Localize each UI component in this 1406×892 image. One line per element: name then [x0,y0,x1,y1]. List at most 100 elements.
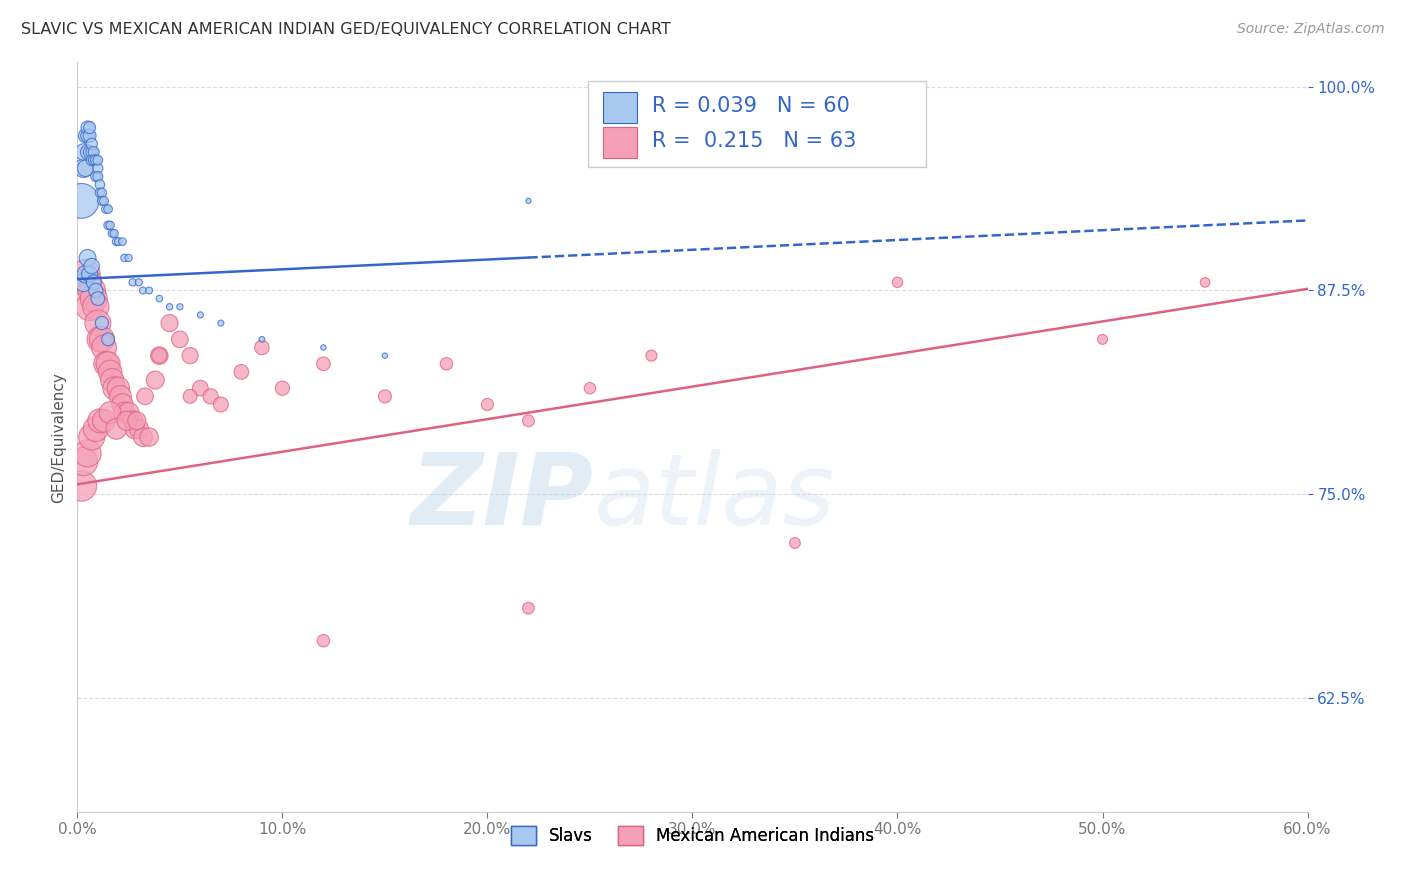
Point [436,357,458,371]
Point [117,251,139,265]
Point [1194,276,1216,290]
Point [76,128,98,143]
Point [107,235,129,249]
Point [134,389,156,403]
Point [115,414,138,428]
Point [80,284,103,298]
Text: R =  0.215   N = 63: R = 0.215 N = 63 [652,131,856,151]
Text: Source: ZipAtlas.com: Source: ZipAtlas.com [1237,22,1385,37]
Point [75,267,97,281]
Point [179,349,201,363]
Text: R = 0.039   N = 60: R = 0.039 N = 60 [652,95,849,116]
Point [128,422,150,436]
Point [107,381,129,395]
Point [477,397,499,411]
FancyBboxPatch shape [603,127,637,159]
Point [87,169,110,184]
Point [138,284,160,298]
Point [179,389,201,403]
Point [121,414,143,428]
Point [98,365,121,379]
Point [80,145,103,159]
Point [87,292,110,306]
Point [76,276,98,290]
Point [90,194,114,208]
Point [312,357,335,371]
Point [117,406,139,420]
Point [76,145,98,159]
Point [97,332,120,346]
Point [72,276,94,290]
Point [89,332,111,346]
Point [209,316,232,330]
Point [76,251,98,265]
Text: atlas: atlas [595,449,835,546]
Point [87,316,110,330]
Point [90,332,114,346]
Point [517,414,540,428]
Point [72,454,94,468]
Point [87,161,110,176]
Text: ZIP: ZIP [411,449,595,546]
FancyBboxPatch shape [603,92,637,123]
Point [93,341,115,355]
Point [110,389,132,403]
Point [312,341,335,355]
Point [84,300,107,314]
Point [121,276,143,290]
Point [159,316,181,330]
Point [132,430,155,444]
Point [105,422,128,436]
Point [70,194,93,208]
Point [93,414,115,428]
Point [886,276,908,290]
Point [188,381,212,395]
Point [89,186,111,200]
Point [169,300,191,314]
Point [83,276,105,290]
FancyBboxPatch shape [588,81,927,168]
Point [89,414,111,428]
Point [579,381,602,395]
Point [148,349,170,363]
Point [517,601,540,615]
Point [84,284,107,298]
Text: SLAVIC VS MEXICAN AMERICAN INDIAN GED/EQUIVALENCY CORRELATION CHART: SLAVIC VS MEXICAN AMERICAN INDIAN GED/EQ… [21,22,671,37]
Point [169,332,191,346]
Point [209,397,232,411]
Point [159,300,181,314]
Point [98,406,121,420]
Point [83,145,105,159]
Point [79,267,101,281]
Point [97,202,120,216]
Point [374,389,396,403]
Point [105,235,128,249]
Point [76,446,98,460]
Point [111,235,134,249]
Point [94,357,117,371]
Point [124,422,146,436]
Point [83,292,105,306]
Point [93,194,115,208]
Point [90,186,114,200]
Point [97,219,120,233]
Point [312,633,335,648]
Point [111,397,134,411]
Point [103,227,125,241]
Legend: Slavs, Mexican American Indians: Slavs, Mexican American Indians [503,820,882,852]
Point [87,153,110,168]
Point [79,145,101,159]
Point [79,128,101,143]
Point [250,332,273,346]
Point [80,430,103,444]
Point [75,267,97,281]
Point [84,153,107,168]
Point [70,479,93,493]
Point [132,284,155,298]
Point [143,373,166,387]
Point [783,536,806,550]
Point [84,169,107,184]
Point [79,120,101,135]
Point [374,349,396,363]
Point [75,128,97,143]
